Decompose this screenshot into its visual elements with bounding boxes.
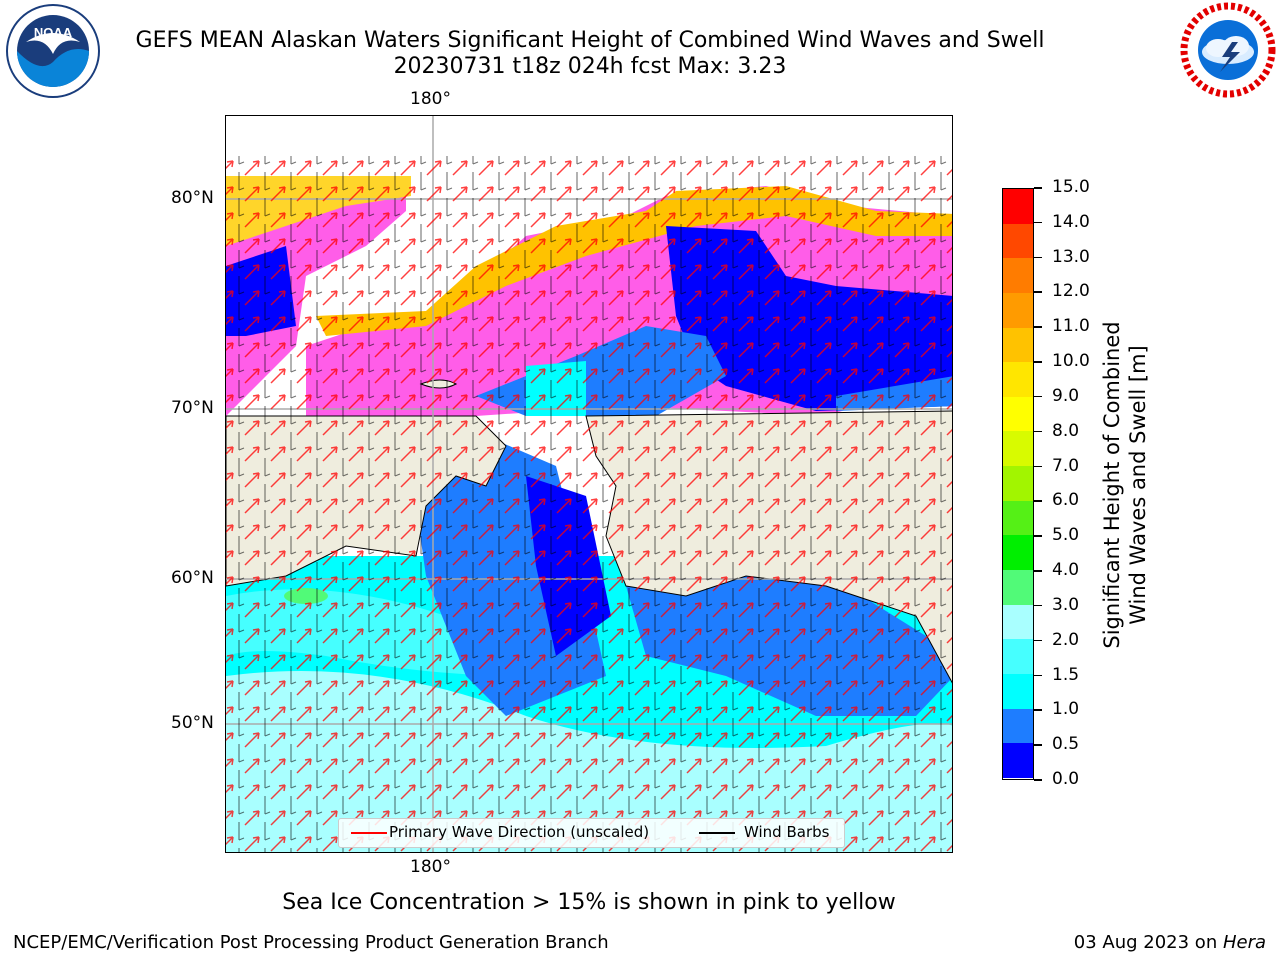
footer-date: 03 Aug 2023 on Hera <box>1074 932 1266 953</box>
colorbar-tick <box>1034 535 1042 537</box>
wave-direction-arrows <box>226 156 952 852</box>
colorbar-tick <box>1034 674 1042 677</box>
colorbar-tick-label: 2.0 <box>1052 629 1080 650</box>
colorbar-segment <box>1003 466 1033 501</box>
colorbar-tick-label: 3.0 <box>1052 594 1080 615</box>
colorbar-segment <box>1003 223 1033 259</box>
colorbar-tick <box>1034 430 1042 433</box>
colorbar-tick-label: 5.0 <box>1052 525 1080 546</box>
noaa-logo-text: NOAA <box>34 25 73 40</box>
lon-label-bottom: 180° <box>410 857 451 877</box>
barb-legend-label: Wind Barbs <box>744 823 830 841</box>
colorbar-segment <box>1003 431 1033 467</box>
colorbar-tick <box>1034 221 1042 224</box>
colorbar-tick <box>1034 604 1042 607</box>
nws-logo <box>1180 2 1276 98</box>
footer-host: Hera <box>1222 932 1266 953</box>
colorbar-segment <box>1003 396 1033 432</box>
colorbar-tick-label: 15.0 <box>1052 177 1090 197</box>
colorbar-tick-label: 11.0 <box>1052 316 1090 337</box>
lat-label-70: 70°N <box>171 398 214 418</box>
lat-label-50: 50°N <box>171 713 214 733</box>
colorbar-tick <box>1034 779 1042 781</box>
wave-height-map <box>226 116 952 852</box>
colorbar-segment <box>1003 327 1033 363</box>
colorbar-tick <box>1034 500 1042 502</box>
colorbar-segment <box>1003 639 1033 674</box>
lat-label-60: 60°N <box>171 568 214 588</box>
colorbar-tick <box>1034 326 1042 328</box>
colorbar-tick-label: 4.0 <box>1052 560 1080 581</box>
colorbar-segment <box>1003 570 1033 605</box>
barb-legend-swatch <box>699 832 735 834</box>
colorbar-tick <box>1034 256 1042 259</box>
colorbar-tick-label: 1.0 <box>1052 699 1080 720</box>
colorbar-tick-label: 13.0 <box>1052 246 1090 267</box>
noaa-logo: NOAA <box>6 4 100 98</box>
footer-branch: NCEP/EMC/Verification Post Processing Pr… <box>13 932 609 953</box>
colorbar-tick <box>1034 395 1042 398</box>
colorbar-segment <box>1003 362 1033 397</box>
title-line-1: GEFS MEAN Alaskan Waters Significant Hei… <box>135 28 1045 53</box>
colorbar-tick-label: 0.5 <box>1052 734 1080 755</box>
colorbar <box>1002 188 1034 780</box>
colorbar-segment <box>1003 743 1033 778</box>
colorbar-tick-label: 6.0 <box>1052 490 1080 511</box>
lat-label-80: 80°N <box>171 188 214 208</box>
lon-label-top: 180° <box>410 89 451 109</box>
colorbar-tick-label: 8.0 <box>1052 420 1080 441</box>
footer-date-text: 03 Aug 2023 on <box>1073 932 1223 953</box>
colorbar-tick <box>1034 187 1042 189</box>
sea-ice-caption: Sea Ice Concentration > 15% is shown in … <box>282 890 896 915</box>
colorbar-tick-label: 12.0 <box>1052 281 1090 302</box>
colorbar-segment <box>1003 292 1033 328</box>
colorbar-tick <box>1034 291 1042 293</box>
colorbar-tick <box>1034 639 1042 642</box>
colorbar-tick <box>1034 570 1042 572</box>
colorbar-title-line1: Significant Height of Combined <box>1100 321 1124 649</box>
colorbar-tick-label: 10.0 <box>1052 351 1090 372</box>
colorbar-tick-label: 14.0 <box>1052 211 1090 232</box>
colorbar-segment <box>1003 258 1033 293</box>
colorbar-tick-label: 9.0 <box>1052 385 1080 406</box>
colorbar-segment <box>1003 535 1033 571</box>
colorbar-segment <box>1003 673 1033 709</box>
title-line-2: 20230731 t18z 024h fcst Max: 3.23 <box>393 54 787 79</box>
colorbar-title-line2: Wind Waves and Swell [m] <box>1126 345 1150 625</box>
colorbar-tick-label: 0.0 <box>1052 769 1080 789</box>
colorbar-segment <box>1003 500 1033 536</box>
colorbar-segment <box>1003 708 1033 744</box>
colorbar-tick <box>1034 465 1042 468</box>
colorbar-tick <box>1034 361 1042 363</box>
map-legend: Primary Wave Direction (unscaled) Wind B… <box>338 818 845 848</box>
colorbar-tick-label: 7.0 <box>1052 455 1080 476</box>
colorbar-segment <box>1003 604 1033 640</box>
colorbar-tick <box>1034 744 1042 746</box>
colorbar-segment <box>1003 189 1033 224</box>
colorbar-tick-label: 1.5 <box>1052 664 1080 685</box>
wave-legend-swatch <box>351 832 387 834</box>
colorbar-title: Significant Height of Combined Wind Wave… <box>1099 235 1155 735</box>
map-panel <box>225 115 953 853</box>
wave-legend-label: Primary Wave Direction (unscaled) <box>389 823 650 841</box>
colorbar-tick <box>1034 709 1042 711</box>
